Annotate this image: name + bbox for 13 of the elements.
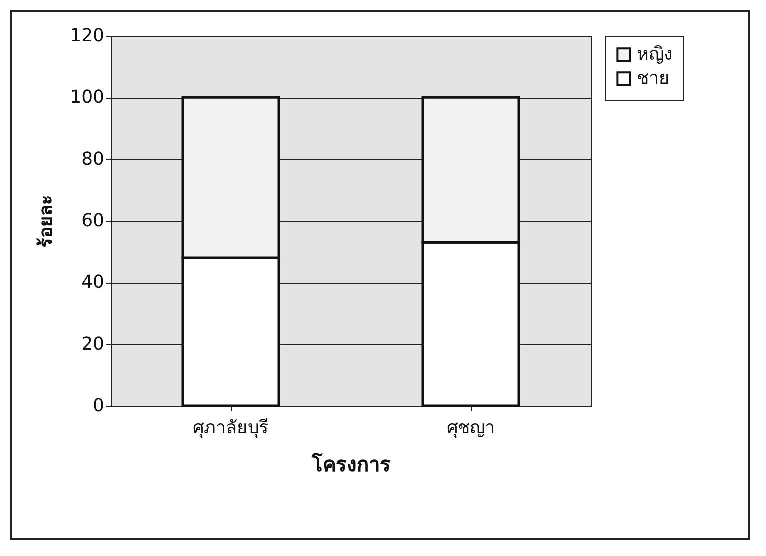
x-axis-title: โครงการ	[311, 452, 391, 476]
y-tick-label: 40	[82, 272, 104, 294]
legend-label: ชาย	[637, 68, 670, 89]
legend-label: หญิง	[637, 44, 673, 65]
y-tick-label: 80	[82, 148, 104, 170]
x-tick-label: ศุภาลัยบุรี	[193, 418, 269, 438]
x-tick-label: ศุชญา	[447, 418, 495, 438]
y-axis-title: ร้อยละ	[36, 195, 58, 248]
y-tick-label: 100	[70, 87, 104, 108]
y-tick-label: 0	[93, 396, 104, 416]
y-tick-label: 120	[70, 26, 104, 46]
y-tick-label: 60	[82, 210, 104, 232]
y-tick-label: 20	[82, 334, 104, 355]
